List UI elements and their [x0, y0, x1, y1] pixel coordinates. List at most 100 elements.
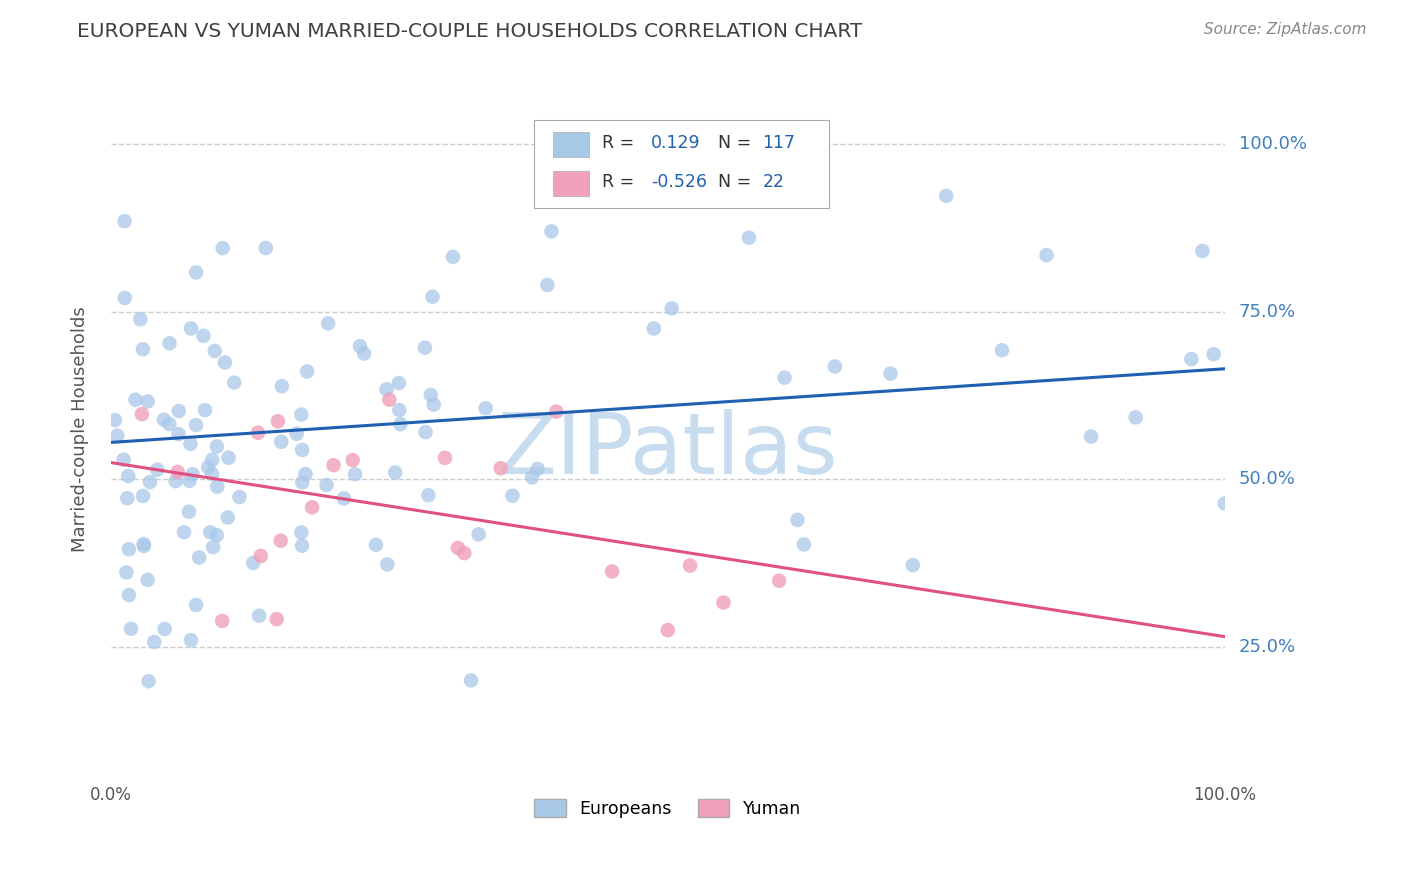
- Text: 50.0%: 50.0%: [1239, 470, 1295, 488]
- Text: N =: N =: [718, 134, 756, 152]
- Point: [546, 404, 568, 418]
- Point: [200, 525, 222, 540]
- Point: [520, 470, 543, 484]
- Point: [713, 595, 735, 609]
- Point: [768, 574, 790, 588]
- Point: [378, 392, 401, 407]
- Point: [389, 417, 412, 432]
- Point: [1202, 347, 1225, 361]
- Point: [501, 489, 523, 503]
- Point: [315, 478, 337, 492]
- Point: [179, 474, 201, 488]
- Point: [661, 301, 683, 316]
- Point: [193, 328, 215, 343]
- Point: [301, 500, 323, 515]
- Point: [415, 425, 437, 440]
- Point: [388, 403, 411, 417]
- Text: N =: N =: [718, 172, 756, 191]
- Point: [270, 533, 292, 548]
- Point: [447, 541, 470, 555]
- Point: [211, 614, 233, 628]
- Text: ZIPatlas: ZIPatlas: [498, 409, 838, 491]
- Point: [166, 465, 188, 479]
- Point: [460, 673, 482, 688]
- Point: [657, 623, 679, 637]
- Point: [333, 491, 356, 506]
- Point: [184, 418, 207, 433]
- Point: [295, 364, 318, 378]
- Point: [342, 453, 364, 467]
- Point: [224, 376, 246, 390]
- Point: [285, 426, 308, 441]
- Point: [773, 370, 796, 384]
- Point: [129, 312, 152, 326]
- Text: Source: ZipAtlas.com: Source: ZipAtlas.com: [1204, 22, 1367, 37]
- Point: [526, 462, 548, 476]
- Text: 0.129: 0.129: [651, 134, 700, 152]
- Point: [146, 463, 169, 477]
- Point: [901, 558, 924, 572]
- Point: [114, 214, 136, 228]
- Point: [413, 341, 436, 355]
- Text: 117: 117: [762, 134, 796, 152]
- Bar: [553, 171, 589, 195]
- Text: 22: 22: [762, 172, 785, 191]
- Point: [422, 290, 444, 304]
- Point: [364, 538, 387, 552]
- Point: [177, 505, 200, 519]
- Point: [204, 343, 226, 358]
- Point: [433, 450, 456, 465]
- Point: [218, 450, 240, 465]
- Point: [824, 359, 846, 374]
- Point: [120, 622, 142, 636]
- Point: [384, 466, 406, 480]
- Point: [322, 458, 344, 473]
- Point: [422, 398, 444, 412]
- Point: [738, 230, 761, 244]
- Point: [132, 343, 155, 357]
- Point: [290, 525, 312, 540]
- Legend: Europeans, Yuman: Europeans, Yuman: [527, 792, 808, 825]
- Point: [991, 343, 1014, 358]
- Point: [124, 392, 146, 407]
- Bar: [553, 132, 589, 157]
- Point: [184, 598, 207, 612]
- Point: [211, 241, 233, 255]
- Point: [679, 558, 702, 573]
- Point: [786, 513, 808, 527]
- Point: [205, 528, 228, 542]
- Text: 100.0%: 100.0%: [1239, 136, 1306, 153]
- Point: [132, 489, 155, 503]
- Point: [474, 401, 496, 416]
- Point: [180, 321, 202, 335]
- Point: [600, 565, 623, 579]
- Point: [167, 404, 190, 418]
- Point: [489, 461, 512, 475]
- Y-axis label: Married-couple Households: Married-couple Households: [72, 306, 89, 552]
- Point: [467, 527, 489, 541]
- Point: [197, 460, 219, 475]
- Point: [159, 336, 181, 351]
- Point: [349, 339, 371, 353]
- Point: [375, 382, 398, 396]
- Text: 25.0%: 25.0%: [1239, 638, 1296, 656]
- Point: [935, 189, 957, 203]
- Point: [136, 394, 159, 409]
- Point: [194, 403, 217, 417]
- Point: [291, 475, 314, 490]
- Point: [115, 566, 138, 580]
- Point: [375, 558, 398, 572]
- Point: [201, 467, 224, 481]
- Point: [536, 277, 558, 292]
- Point: [180, 633, 202, 648]
- Point: [167, 427, 190, 442]
- Point: [105, 428, 128, 442]
- Text: R =: R =: [602, 172, 640, 191]
- Point: [112, 452, 135, 467]
- Point: [540, 224, 562, 238]
- FancyBboxPatch shape: [534, 120, 830, 208]
- Point: [201, 452, 224, 467]
- Point: [217, 510, 239, 524]
- Point: [1191, 244, 1213, 258]
- Point: [228, 490, 250, 504]
